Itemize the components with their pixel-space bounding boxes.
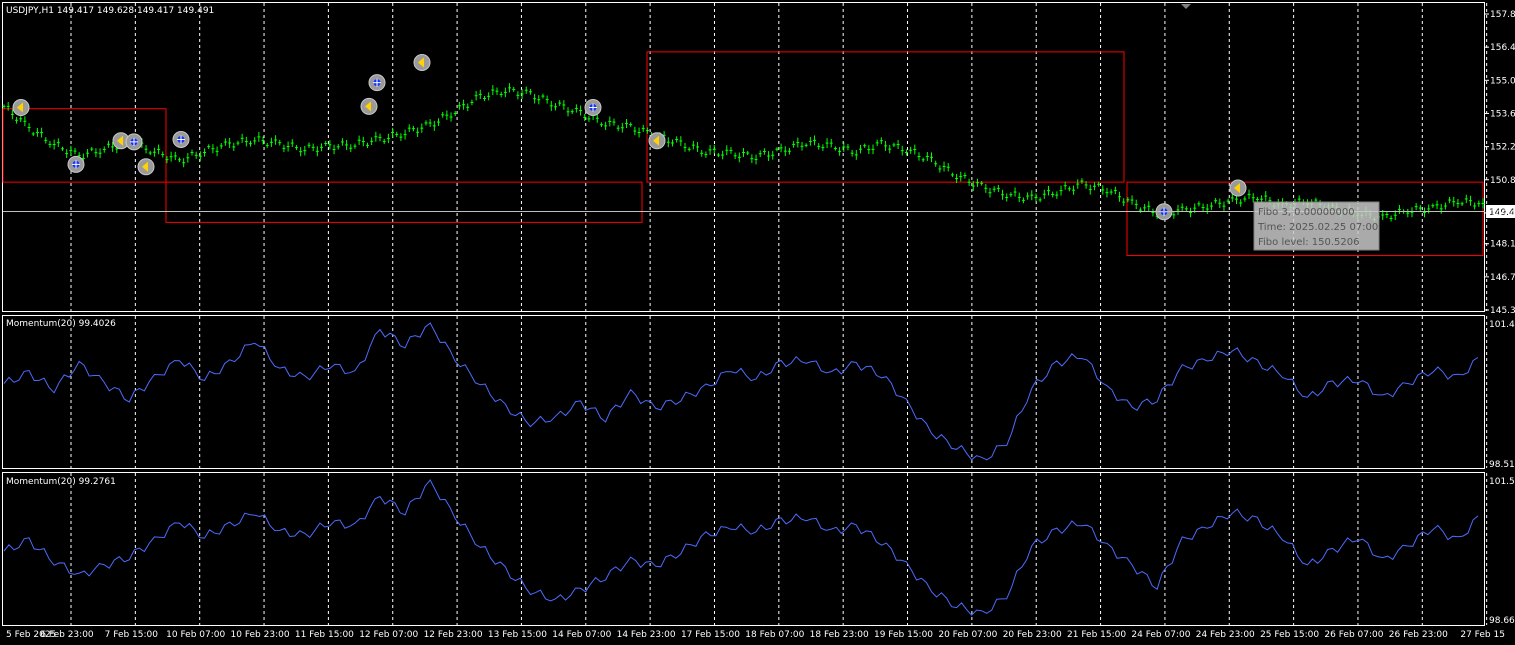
momentum-panel-1-frame	[2, 315, 1485, 469]
tooltip-line-1: Fibo 3, 0.00000000	[1258, 207, 1355, 218]
symbol-header: USDJPY,H1 149.417 149.628 149.417 149.49…	[6, 6, 214, 16]
momentum-2-min-label: 98.660	[1489, 616, 1515, 626]
price-tick-label: 153.6	[1490, 109, 1515, 119]
price-tick-label: 156.4	[1490, 43, 1515, 53]
time-tick-label: 5 Feb 2025	[6, 630, 56, 640]
tooltip-line-2: Time: 2025.02.25 07:00	[1257, 222, 1378, 233]
session-box	[1126, 181, 1484, 257]
marker-arrow	[17, 102, 23, 113]
momentum-1-min-label: 98.510	[1489, 460, 1515, 470]
momentum-1-label: Momentum(20) 99.4026	[6, 319, 116, 329]
marker-arrow	[117, 135, 123, 146]
time-tick-label: 12 Feb 07:00	[359, 630, 418, 640]
scroll-shift-marker-icon[interactable]	[1181, 4, 1191, 9]
price-axis: 157.8 156.4 155.0 153.6 152.2 150.8 149.4 148.1…	[1485, 10, 1515, 316]
buy-marker-icon[interactable]	[584, 99, 602, 117]
marker-arrow	[365, 101, 371, 112]
time-tick-label: 12 Feb 23:00	[424, 630, 483, 640]
session-boxes	[2, 51, 1484, 257]
time-tick-label: 26 Feb 23:00	[1389, 630, 1448, 640]
time-tick-label: 17 Feb 15:00	[681, 630, 740, 640]
marker-arrow	[418, 57, 424, 68]
time-tick-label: 7 Feb 15:00	[105, 630, 159, 640]
current-price-tag	[1486, 205, 1515, 218]
time-tick-label: 24 Feb 07:00	[1131, 630, 1190, 640]
buy-marker-icon[interactable]	[125, 133, 143, 151]
price-tick-label: 155.0	[1490, 76, 1515, 86]
momentum-line-1	[3, 322, 1479, 461]
time-tick-label: 6 Feb 23:00	[40, 630, 94, 640]
price-tick-label: 150.8	[1490, 176, 1515, 186]
tooltip-line-3: Fibo level: 150.5206	[1258, 237, 1360, 248]
price-tick-label: 152.2	[1490, 143, 1515, 153]
buy-marker-icon[interactable]	[172, 131, 190, 149]
time-tick-label: 18 Feb 07:00	[745, 630, 804, 640]
sell-marker-icon[interactable]	[1229, 179, 1247, 197]
price-tick-label: 145.3	[1490, 306, 1515, 316]
sell-marker-icon[interactable]	[12, 99, 30, 117]
time-tick-label: 14 Feb 07:00	[552, 630, 611, 640]
time-tick-label: 19 Feb 15:00	[874, 630, 933, 640]
sell-marker-icon[interactable]	[413, 54, 431, 72]
time-tick-label: 14 Feb 23:00	[617, 630, 676, 640]
momentum-1-max-label: 101.46	[1489, 320, 1515, 330]
momentum-2-label: Momentum(20) 99.2761	[6, 477, 116, 487]
price-tick-label: 149.4	[1490, 209, 1515, 219]
momentum-panel-2-frame	[2, 472, 1485, 626]
time-tick-label: 18 Feb 23:00	[810, 630, 869, 640]
time-tick-label: 21 Feb 15:00	[1067, 630, 1126, 640]
buy-marker-icon[interactable]	[67, 155, 85, 173]
sell-marker-icon[interactable]	[648, 132, 666, 150]
price-tick-label: 148.1	[1490, 240, 1515, 250]
momentum-2-path	[3, 479, 1479, 616]
sell-marker-icon[interactable]	[137, 158, 155, 176]
momentum-2-max-label: 101.56	[1489, 477, 1515, 487]
price-tick-label: 146.7	[1490, 273, 1515, 283]
marker-arrow	[142, 161, 148, 172]
tooltip-box	[1253, 201, 1380, 251]
marker-arrow	[653, 135, 659, 146]
current-price-label: 149.49	[1489, 208, 1515, 218]
session-box	[165, 181, 643, 223]
momentum-1-path	[3, 322, 1479, 461]
price-tick-label: 157.8	[1490, 10, 1515, 20]
buy-marker-icon[interactable]	[368, 74, 386, 92]
price-candles	[2, 83, 1485, 222]
time-tick-label: 10 Feb 23:00	[231, 630, 290, 640]
time-tick-label: 20 Feb 07:00	[938, 630, 997, 640]
vertical-grid	[70, 3, 1488, 625]
marker-arrow	[1234, 183, 1240, 194]
session-box	[646, 51, 1125, 183]
time-tick-label: 26 Feb 07:00	[1324, 630, 1383, 640]
time-tick-label: 25 Feb 15:00	[1260, 630, 1319, 640]
time-tick-label: 11 Feb 15:00	[295, 630, 354, 640]
session-box	[2, 108, 167, 183]
time-tick-label: 10 Feb 07:00	[166, 630, 225, 640]
time-tick-label: 27 Feb 15	[1460, 630, 1505, 640]
sell-marker-icon[interactable]	[360, 97, 378, 115]
momentum-line-2	[3, 479, 1479, 616]
fibo-tooltip: Fibo 3, 0.00000000 Time: 2025.02.25 07:0…	[1253, 201, 1380, 251]
time-tick-label: 20 Feb 23:00	[1003, 630, 1062, 640]
time-tick-label: 24 Feb 23:00	[1196, 630, 1255, 640]
time-tick-label: 13 Feb 15:00	[488, 630, 547, 640]
